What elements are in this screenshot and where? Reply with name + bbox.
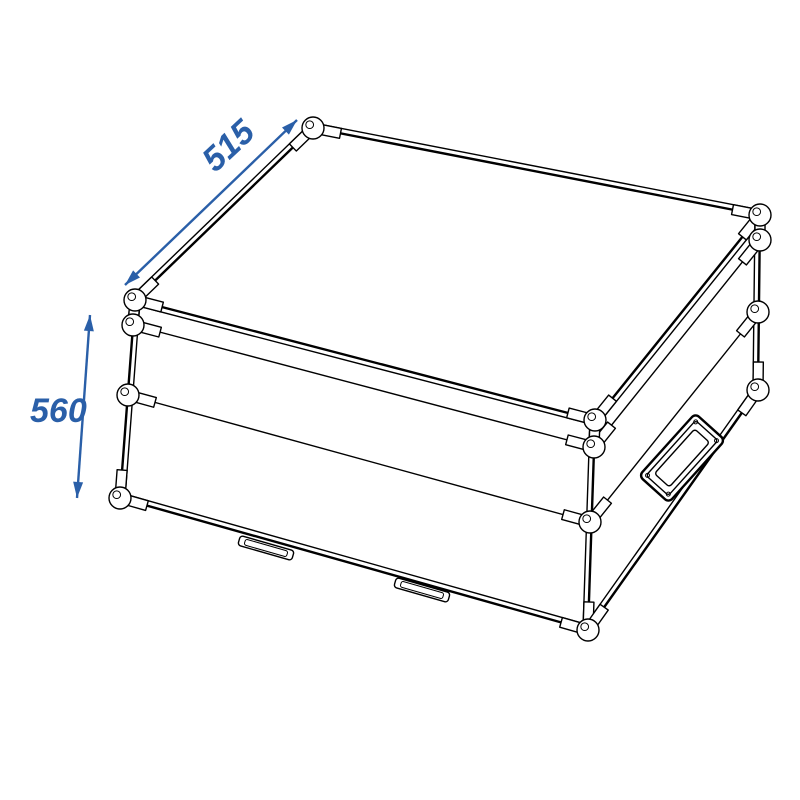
ball-corner: [124, 289, 146, 311]
ball-corner: [109, 487, 131, 509]
ball-corner: [747, 301, 769, 323]
ball-corner: [122, 314, 144, 336]
recessed-handle: [639, 413, 725, 502]
ball-corner: [747, 379, 769, 401]
ball-corner: [302, 117, 324, 139]
ball-corner: [749, 229, 771, 251]
dimension-height-label: 560: [30, 392, 87, 430]
ball-corner: [117, 384, 139, 406]
ball-corner: [579, 511, 601, 533]
ball-corner: [583, 436, 605, 458]
ball-corner: [584, 409, 606, 431]
dimension-depth-label: 515: [195, 112, 263, 179]
latch: [394, 577, 451, 602]
ball-corner: [577, 619, 599, 641]
ball-corner: [749, 204, 771, 226]
